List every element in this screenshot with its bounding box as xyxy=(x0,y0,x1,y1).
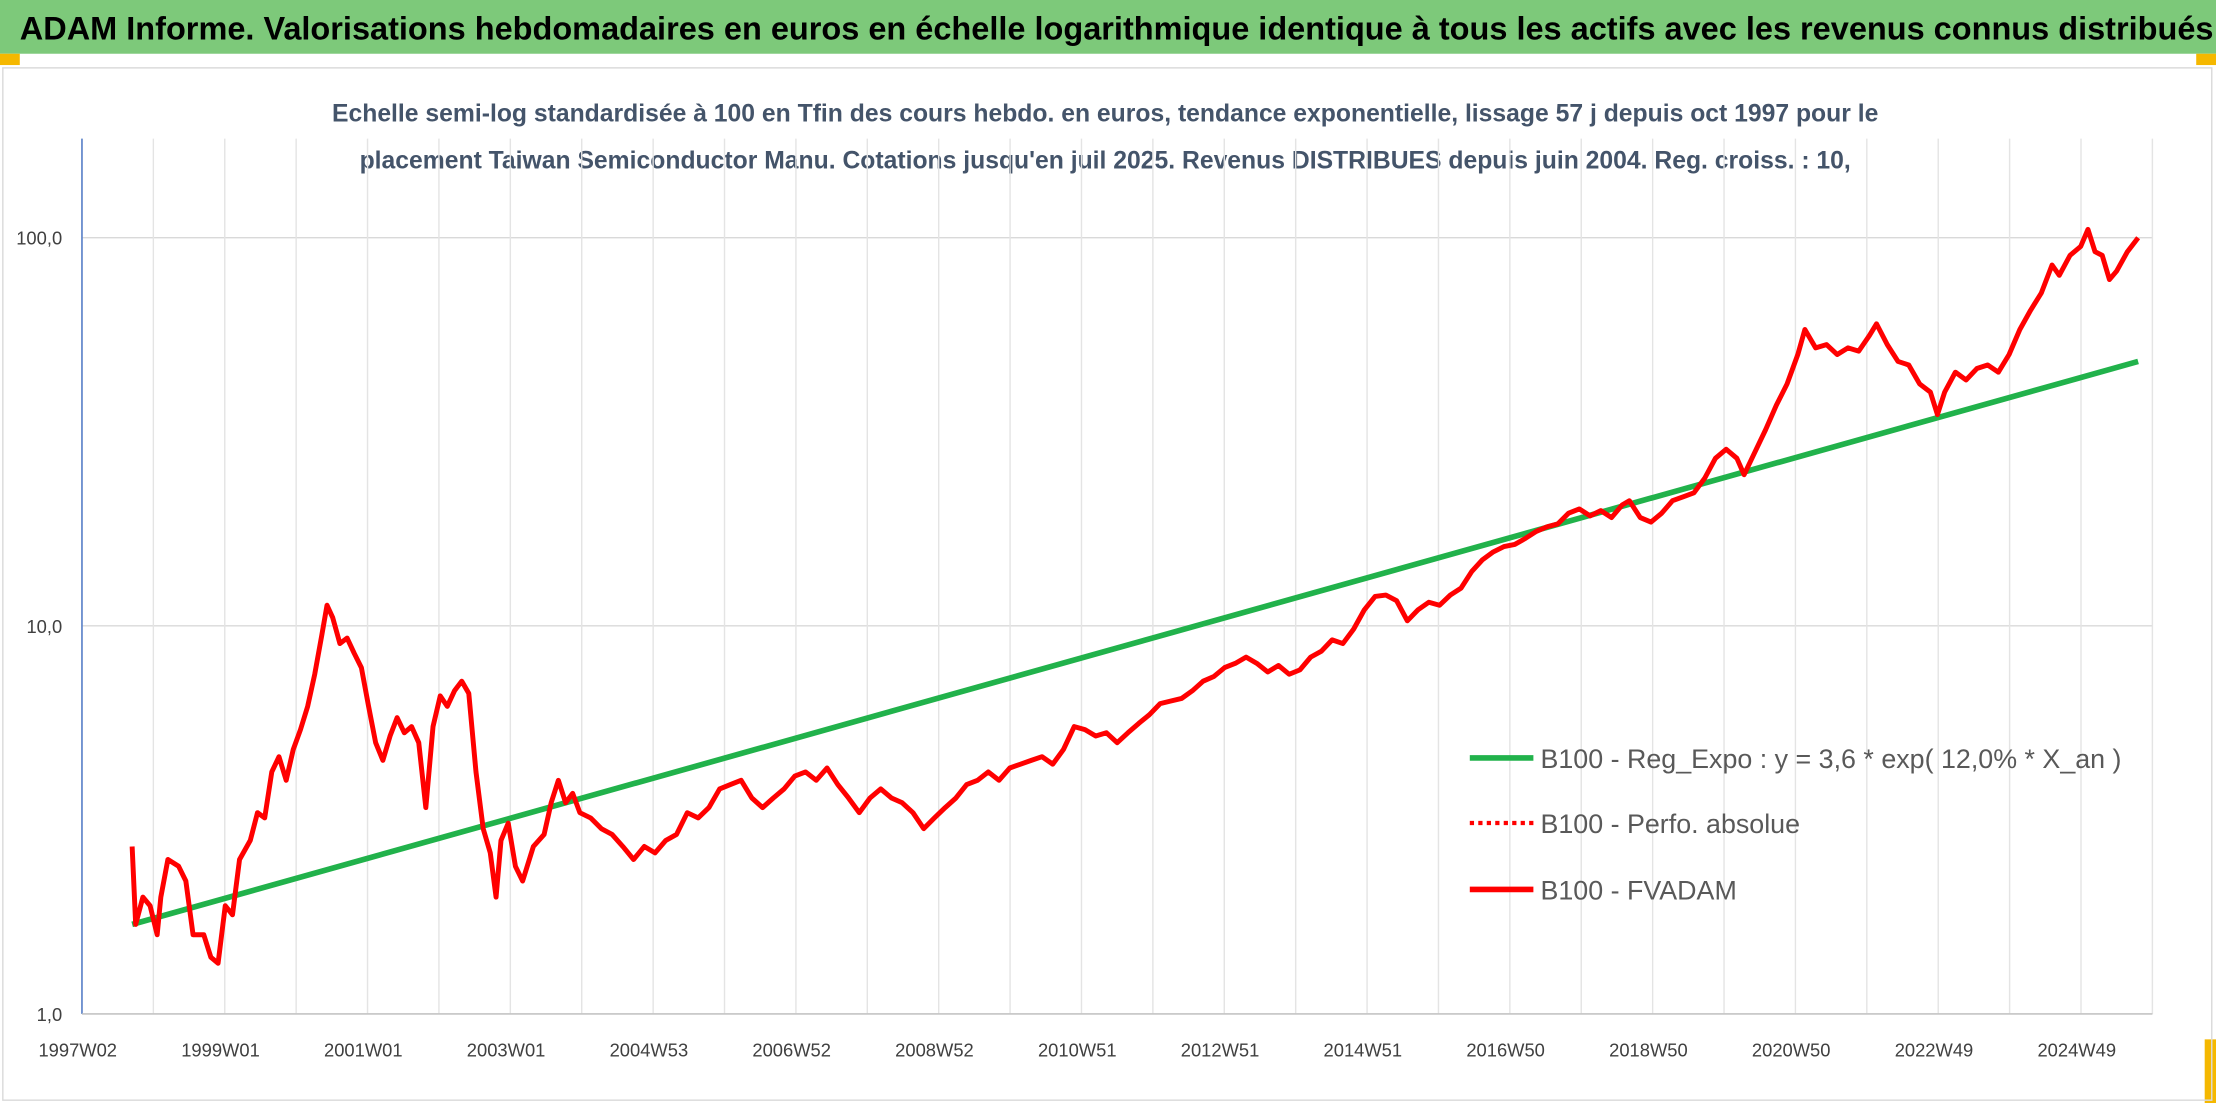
header-corner-left xyxy=(0,53,20,66)
chart-title-line2: placement Taiwan Semiconductor Manu. Cot… xyxy=(360,147,1851,174)
x-axis: 1997W02 1999W01 2001W01 2003W01 2004W53 2006W… xyxy=(38,1013,2153,1060)
series-fvadam-line xyxy=(129,226,2141,966)
x-tick-label: 2008W52 xyxy=(895,1039,974,1060)
series-reg-expo-line xyxy=(131,358,2139,928)
x-tick-label: 2020W50 xyxy=(1752,1039,1831,1060)
legend-item-perfo-absolue: B100 - Perfo. absolue xyxy=(1469,809,1800,839)
x-tick-label: 1999W01 xyxy=(181,1039,260,1060)
x-tick-label: 2012W51 xyxy=(1181,1039,1260,1060)
legend-item-reg-expo: B100 - Reg_Expo : y = 3,6 * exp( 12,0% *… xyxy=(1469,744,2122,774)
legend-label: B100 - FVADAM xyxy=(1540,875,1736,905)
x-tick-label: 2022W49 xyxy=(1895,1039,1974,1060)
x-tick-label: 2010W51 xyxy=(1038,1039,1117,1060)
x-tick-label: 2018W50 xyxy=(1609,1039,1688,1060)
y-axis: 1,0 10,0 100,0 xyxy=(16,138,83,1025)
x-tick-label: 2003W01 xyxy=(467,1039,546,1060)
series-group xyxy=(129,226,2141,966)
grid xyxy=(81,138,2154,1015)
legend-label: B100 - Reg_Expo : y = 3,6 * exp( 12,0% *… xyxy=(1540,744,2121,774)
y-tick-label: 10,0 xyxy=(26,616,62,637)
x-tick-label: 2014W51 xyxy=(1324,1039,1403,1060)
x-tick-label: 2004W53 xyxy=(610,1039,689,1060)
x-tick-label: 2024W49 xyxy=(2037,1039,2116,1060)
header-banner xyxy=(0,0,2216,54)
legend-label: B100 - Perfo. absolue xyxy=(1540,809,1800,839)
x-tick-label: 2016W50 xyxy=(1466,1039,1545,1060)
header-corner-right xyxy=(2196,53,2216,66)
legend: B100 - Reg_Expo : y = 3,6 * exp( 12,0% *… xyxy=(1469,744,2122,905)
chart-border xyxy=(2,67,2213,1101)
y-tick-label: 100,0 xyxy=(16,228,62,249)
y-tick-label: 1,0 xyxy=(37,1004,63,1025)
corner-bottom-right xyxy=(2204,1039,2216,1103)
x-tick-label: 2006W52 xyxy=(752,1039,831,1060)
chart-title-line1: Echelle semi-log standardisée à 100 en T… xyxy=(332,101,1878,128)
x-tick-label: 1997W02 xyxy=(38,1039,117,1060)
page-title: ADAM Informe. Valorisations hebdomadaire… xyxy=(20,11,2214,47)
legend-item-fvadam: B100 - FVADAM xyxy=(1469,875,1737,905)
x-tick-label: 2001W01 xyxy=(324,1039,403,1060)
